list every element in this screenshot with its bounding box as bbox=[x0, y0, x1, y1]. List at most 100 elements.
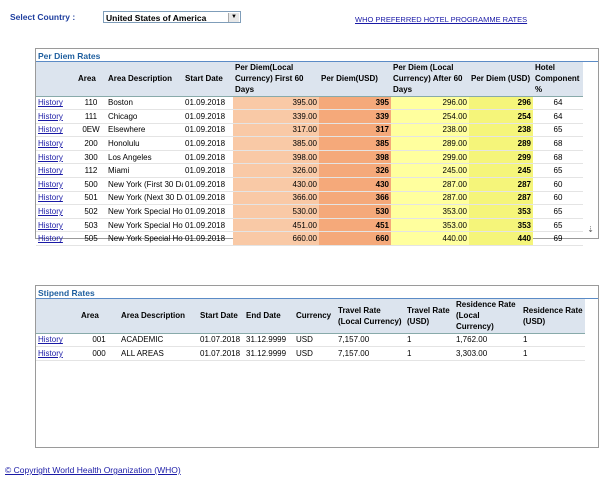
cell: New York Special Hot bbox=[106, 231, 183, 247]
history-link[interactable]: History bbox=[38, 111, 63, 121]
country-select[interactable]: United States of America ▼ bbox=[103, 11, 241, 23]
column-header: Area bbox=[76, 62, 106, 97]
cell: History bbox=[36, 163, 76, 179]
cell: 501 bbox=[76, 191, 106, 206]
rates-link[interactable]: WHO PREFERRED HOTEL PROGRAMME RATES bbox=[355, 15, 528, 24]
cell: 353.00 bbox=[391, 218, 469, 233]
cell: ACADEMIC bbox=[119, 333, 198, 348]
cell: New York (Next 30 Da bbox=[106, 191, 183, 206]
dropdown-arrow: ▼ bbox=[228, 13, 239, 22]
cell: 1 bbox=[521, 346, 585, 361]
cell: History bbox=[36, 218, 76, 233]
cell: 326 bbox=[319, 163, 391, 179]
cell: 0EW bbox=[76, 123, 106, 138]
history-link[interactable]: History bbox=[38, 220, 63, 230]
cell: 001 bbox=[79, 333, 119, 348]
cell: 299 bbox=[469, 150, 533, 165]
cell: 660.00 bbox=[233, 231, 319, 247]
cell: 238 bbox=[469, 123, 533, 138]
history-link[interactable]: History bbox=[38, 234, 63, 244]
scroll-arrow[interactable]: ⇣ bbox=[587, 225, 594, 234]
header-row: Area Area Description Start Date End Date Cu… bbox=[36, 299, 585, 334]
history-link[interactable]: History bbox=[38, 179, 63, 189]
column-header: Area Description bbox=[119, 299, 198, 334]
cell: History bbox=[36, 177, 76, 192]
cell: 296.00 bbox=[391, 96, 469, 111]
cell: 385.00 bbox=[233, 136, 319, 151]
cell: New York Special Hot bbox=[106, 218, 183, 233]
cell: 01.09.2018 bbox=[183, 123, 233, 138]
column-header: Area bbox=[79, 299, 119, 334]
cell: 31.12.9999 bbox=[244, 333, 294, 348]
cell: ALL AREAS bbox=[119, 346, 198, 361]
cell: 385 bbox=[319, 136, 391, 151]
stipend-table: Area Area Description Start Date End Date Cu… bbox=[36, 299, 585, 361]
table-row: History 502 New York Special Hot 01.09.2018… bbox=[36, 204, 583, 219]
history-link[interactable]: History bbox=[38, 335, 63, 345]
cell: History bbox=[36, 136, 76, 151]
cell: 01.09.2018 bbox=[183, 204, 233, 219]
cell: History bbox=[36, 191, 76, 206]
cell: 300 bbox=[76, 150, 106, 165]
cell: 451 bbox=[319, 218, 391, 233]
cell: Chicago bbox=[106, 109, 183, 124]
column-header: Per Diem(Local Currency) First 60 Days bbox=[233, 62, 319, 97]
cell: 254 bbox=[469, 109, 533, 124]
cell: 68 bbox=[533, 136, 583, 151]
column-header: Per Diem(USD) bbox=[319, 62, 391, 97]
history-link[interactable]: History bbox=[38, 98, 63, 108]
cell: 01.09.2018 bbox=[183, 150, 233, 165]
cell: 65 bbox=[533, 123, 583, 138]
cell: 1 bbox=[405, 333, 454, 348]
cell: 200 bbox=[76, 136, 106, 151]
history-link[interactable]: History bbox=[38, 207, 63, 217]
cell: 505 bbox=[76, 231, 106, 247]
country-label: Select Country : bbox=[10, 12, 76, 22]
cell: 60 bbox=[533, 191, 583, 206]
cell: 317 bbox=[319, 123, 391, 138]
column-header: End Date bbox=[244, 299, 294, 334]
copyright-link[interactable]: © Copyright World Health Organization (W… bbox=[5, 465, 181, 475]
history-link[interactable]: History bbox=[38, 166, 63, 176]
cell: 69 bbox=[533, 231, 583, 247]
cell: 31.12.9999 bbox=[244, 346, 294, 361]
column-header: Currency bbox=[294, 299, 336, 334]
table-row: History 111 Chicago 01.09.2018 339.00 339 254.… bbox=[36, 109, 583, 124]
cell: 000 bbox=[79, 346, 119, 361]
cell: 440 bbox=[469, 231, 533, 247]
history-link[interactable]: History bbox=[38, 193, 63, 203]
cell: 289 bbox=[469, 136, 533, 151]
cell: 112 bbox=[76, 163, 106, 179]
cell: History bbox=[36, 231, 76, 247]
table-row: History 503 New York Special Hot 01.09.2018… bbox=[36, 218, 583, 233]
cell: 398 bbox=[319, 150, 391, 165]
cell: 366 bbox=[319, 191, 391, 206]
cell: 287.00 bbox=[391, 177, 469, 192]
column-header: Area Description bbox=[106, 62, 183, 97]
column-header: Travel Rate (Local Currency) bbox=[336, 299, 405, 334]
table-row: History 300 Los Angeles 01.09.2018 398.00 398… bbox=[36, 150, 583, 165]
column-header: Residence Rate (USD) bbox=[521, 299, 585, 334]
cell: 287 bbox=[469, 191, 533, 206]
column-header bbox=[36, 299, 79, 334]
cell: 1 bbox=[405, 346, 454, 361]
table-row: History 001 ACADEMIC 01.07.2018 31.12.9999 US… bbox=[36, 333, 585, 348]
cell: 353 bbox=[469, 204, 533, 219]
history-link[interactable]: History bbox=[38, 139, 63, 149]
cell: 430.00 bbox=[233, 177, 319, 192]
cell: 01.09.2018 bbox=[183, 163, 233, 179]
column-header: Per Diem (Local Currency) After 60 Days bbox=[391, 62, 469, 97]
cell: Miami bbox=[106, 163, 183, 179]
cell: 245.00 bbox=[391, 163, 469, 179]
table-row: History 110 Boston 01.09.2018 395.00 395 296.0… bbox=[36, 96, 583, 111]
cell: 01.09.2018 bbox=[183, 231, 233, 247]
history-link[interactable]: History bbox=[38, 125, 63, 135]
cell: 01.07.2018 bbox=[198, 346, 244, 361]
cell: 65 bbox=[533, 163, 583, 179]
per-diem-panel: Per Diem Rates Area Area Description Start… bbox=[35, 48, 599, 247]
cell: 503 bbox=[76, 218, 106, 233]
cell: 7,157.00 bbox=[336, 346, 405, 361]
panel-title: Per Diem Rates bbox=[38, 51, 101, 61]
history-link[interactable]: History bbox=[38, 348, 63, 358]
history-link[interactable]: History bbox=[38, 152, 63, 162]
